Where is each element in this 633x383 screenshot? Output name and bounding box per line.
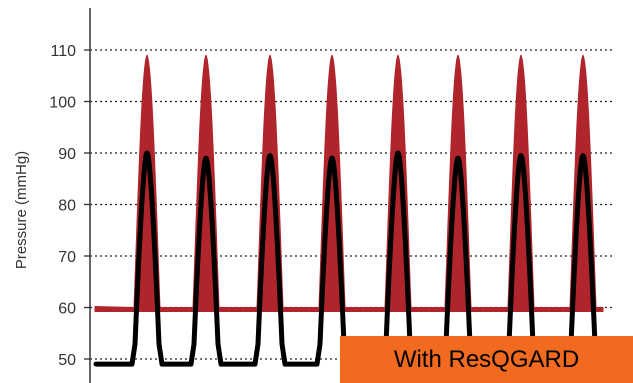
y-axis-label: Pressure (mmHg): [13, 151, 30, 269]
y-tick-labels: 50 60 70 80 90 100 110: [49, 43, 90, 369]
y-tick-label-60: 60: [58, 301, 76, 318]
y-tick-label-50: 50: [58, 352, 76, 369]
y-tick-label-70: 70: [58, 249, 76, 266]
upper-series-area: [94, 54, 604, 312]
y-tick-label-110: 110: [50, 43, 76, 60]
resqgard-badge: With ResQGARD: [340, 336, 633, 383]
y-tick-label-90: 90: [58, 146, 76, 163]
upper-pressure-series: [94, 54, 604, 312]
y-tick-label-100: 100: [49, 95, 76, 112]
y-tick-label-80: 80: [58, 198, 76, 215]
